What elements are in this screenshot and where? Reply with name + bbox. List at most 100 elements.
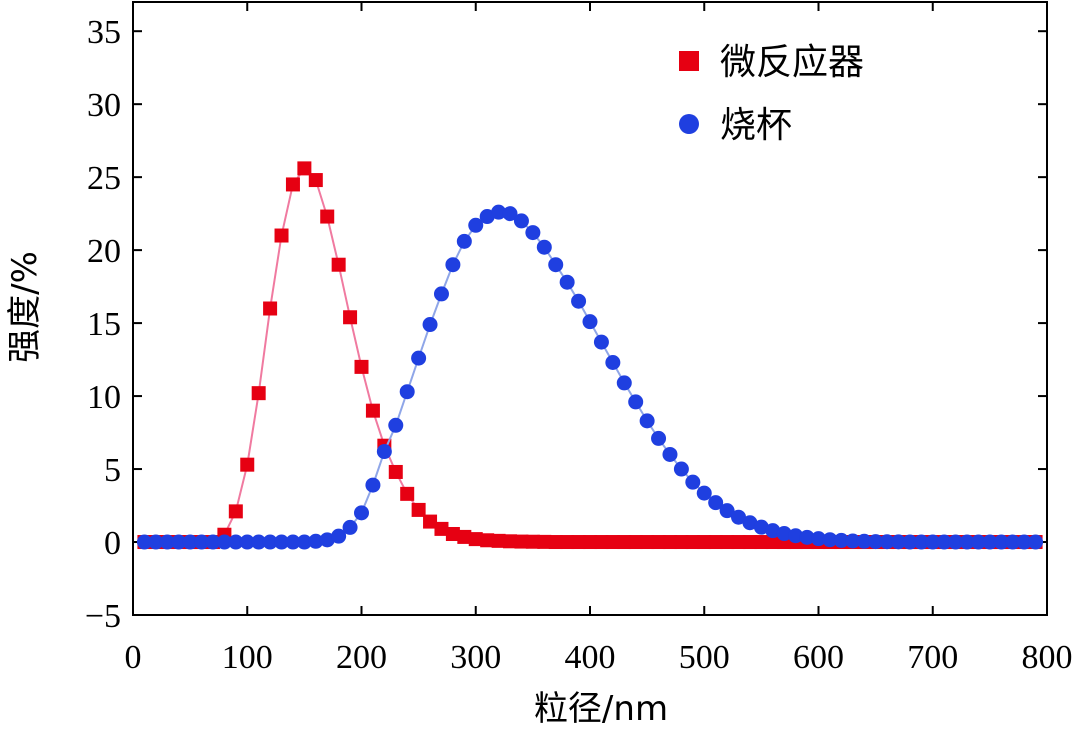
data-point xyxy=(376,444,392,460)
data-point xyxy=(605,355,621,371)
data-point xyxy=(799,529,815,545)
data-point xyxy=(331,257,346,272)
data-point xyxy=(548,257,564,273)
data-point xyxy=(559,274,575,290)
data-point xyxy=(548,535,563,550)
data-point xyxy=(354,505,369,521)
data-point xyxy=(411,502,426,517)
data-point xyxy=(833,532,849,548)
series-layer xyxy=(136,161,1044,550)
data-point xyxy=(936,534,952,550)
data-point xyxy=(400,486,415,501)
data-point xyxy=(753,519,769,535)
data-point xyxy=(205,534,221,550)
y-axis-ticks: −5 0 5 10 15 20 25 30 35 xyxy=(85,14,1047,635)
data-point xyxy=(970,534,986,550)
data-point xyxy=(765,523,781,539)
data-point xyxy=(251,534,267,550)
data-point xyxy=(662,535,677,550)
data-point xyxy=(480,533,495,548)
data-point xyxy=(285,177,300,192)
y-tick-label: 5 xyxy=(104,452,121,489)
data-point xyxy=(822,532,838,548)
data-point xyxy=(399,384,415,400)
data-point xyxy=(811,531,826,547)
x-tick-label: 500 xyxy=(679,639,730,676)
data-point xyxy=(365,403,380,418)
data-point xyxy=(685,474,701,490)
x-tick-label: 200 xyxy=(336,639,387,676)
data-point xyxy=(742,535,757,550)
data-point xyxy=(365,477,381,493)
data-point xyxy=(525,534,540,549)
data-point xyxy=(640,535,655,550)
data-point xyxy=(628,394,644,410)
data-point xyxy=(468,532,483,547)
data-point xyxy=(525,225,541,241)
data-point xyxy=(879,534,895,550)
data-point xyxy=(308,173,323,188)
data-point xyxy=(845,533,861,549)
y-tick-label: 10 xyxy=(87,379,121,416)
data-point xyxy=(776,526,792,542)
data-point xyxy=(890,534,906,550)
data-point xyxy=(902,534,918,550)
data-point xyxy=(503,534,518,549)
data-point xyxy=(262,534,278,550)
data-point xyxy=(388,417,404,433)
x-axis-title: 粒径/nm xyxy=(534,689,668,729)
data-point xyxy=(696,485,712,501)
data-point xyxy=(788,528,804,544)
data-point xyxy=(411,350,427,366)
data-point xyxy=(571,535,586,550)
data-point xyxy=(433,286,449,302)
data-point xyxy=(993,534,1009,550)
data-point xyxy=(319,532,335,548)
data-point xyxy=(959,534,975,550)
data-point xyxy=(445,257,461,273)
data-point xyxy=(423,514,438,529)
data-point xyxy=(571,293,587,309)
data-point xyxy=(765,535,780,550)
data-point xyxy=(240,457,255,472)
data-point xyxy=(514,534,529,549)
x-tick-label: 400 xyxy=(565,639,616,676)
data-point xyxy=(560,535,575,550)
data-point xyxy=(754,535,769,550)
data-point xyxy=(343,310,358,325)
x-tick-label: 600 xyxy=(793,639,844,676)
x-tick-label: 100 xyxy=(222,639,273,676)
data-point xyxy=(982,534,998,550)
legend-label-微反应器: 微反应器 xyxy=(720,42,864,83)
data-point xyxy=(536,239,552,255)
y-tick-label: 20 xyxy=(87,233,121,270)
data-point xyxy=(720,535,735,550)
data-point xyxy=(616,375,632,391)
data-point xyxy=(331,528,347,544)
data-point xyxy=(674,535,689,550)
data-point xyxy=(513,213,529,229)
data-point xyxy=(434,521,449,536)
data-point xyxy=(697,535,712,550)
data-point xyxy=(537,534,552,549)
data-point xyxy=(673,461,689,477)
data-point xyxy=(216,534,232,550)
series-line xyxy=(144,166,1036,543)
data-point xyxy=(194,534,210,550)
data-point xyxy=(239,534,255,550)
data-point xyxy=(296,534,312,550)
data-point xyxy=(651,535,666,550)
y-tick-label: 35 xyxy=(87,14,121,51)
data-point xyxy=(925,534,941,550)
data-point xyxy=(228,534,244,550)
data-point xyxy=(388,464,403,479)
data-point xyxy=(285,534,301,550)
data-point xyxy=(868,534,884,550)
data-point xyxy=(593,334,609,350)
data-point xyxy=(583,535,597,550)
data-point xyxy=(456,233,472,249)
y-tick-label: 0 xyxy=(104,525,121,562)
data-point xyxy=(342,519,358,535)
data-point xyxy=(1005,534,1021,550)
